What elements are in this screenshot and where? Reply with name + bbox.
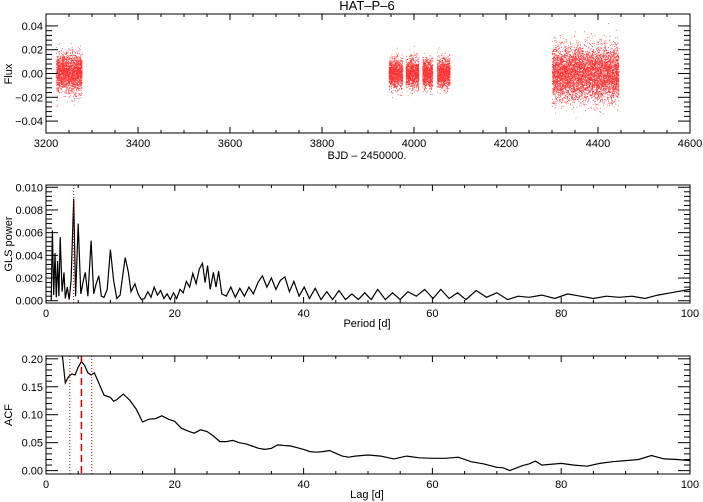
y-tick-label: 0.02 bbox=[22, 45, 43, 57]
y-axis-label-gls: GLS power bbox=[3, 216, 15, 271]
plot-frame bbox=[45, 184, 691, 304]
flux-points-segment-1 bbox=[388, 47, 404, 98]
y-tick-label: 0.10 bbox=[22, 410, 43, 422]
x-tick-label: 0 bbox=[43, 479, 49, 491]
y-tick-label: 0.00 bbox=[22, 466, 43, 478]
y-tick-label: 0.20 bbox=[22, 354, 43, 366]
y-tick-label: 0.15 bbox=[22, 382, 43, 394]
flux-points-segment-4 bbox=[437, 47, 451, 94]
flux-points-segment-3 bbox=[422, 53, 434, 95]
data-layer bbox=[61, 356, 690, 474]
x-tick-label: 100 bbox=[681, 308, 699, 320]
x-tick-label: 80 bbox=[555, 479, 567, 491]
x-tick-label: 3400 bbox=[126, 138, 150, 150]
data-layer bbox=[50, 185, 690, 303]
y-tick-label: 0.05 bbox=[22, 438, 43, 450]
x-axis-label-bjd: BJD – 2450000. bbox=[328, 150, 407, 162]
x-tick-label: 4000 bbox=[402, 138, 426, 150]
flux-points-segment-5 bbox=[552, 17, 620, 119]
x-tick-label: 40 bbox=[297, 479, 309, 491]
plot-frame bbox=[45, 355, 691, 475]
y-tick-label: 0.010 bbox=[15, 182, 43, 194]
x-tick-label: 40 bbox=[297, 308, 309, 320]
x-tick-label: 4200 bbox=[494, 138, 518, 150]
x-tick-label: 60 bbox=[426, 479, 438, 491]
y-tick-label: −0.04 bbox=[15, 116, 43, 128]
x-axis-label-period: Period [d] bbox=[343, 318, 390, 330]
y-tick-label: 0.000 bbox=[15, 296, 43, 308]
acf-panel: 0 20 40 60 80 100 0.00 0.05 0.10 0.15 0.20 bbox=[22, 354, 700, 491]
y-tick-label: 0.04 bbox=[22, 21, 43, 33]
periodogram-panel: 0 20 40 60 80 100 0.000 0.002 0.004 0.006 0.008 0.0… bbox=[15, 182, 699, 320]
x-tick-label: 0 bbox=[43, 308, 49, 320]
y-tick-label: −0.02 bbox=[15, 92, 43, 104]
light-curve-panel: 3200 3400 3600 3800 4000 4200 4400 4600 −0.04 −0.… bbox=[15, 13, 702, 150]
x-tick-label: 3200 bbox=[34, 138, 58, 150]
x-tick-label: 4600 bbox=[678, 138, 702, 150]
x-tick-label: 3800 bbox=[310, 138, 334, 150]
x-tick-label: 80 bbox=[555, 308, 567, 320]
x-tick-label: 20 bbox=[169, 308, 181, 320]
y-tick-label: 0.00 bbox=[22, 69, 43, 81]
data-layer bbox=[56, 17, 620, 119]
x-tick-label: 20 bbox=[169, 479, 181, 491]
x-tick-label: 4400 bbox=[586, 138, 610, 150]
x-axis-label-lag: Lag [d] bbox=[350, 489, 384, 501]
y-axis-label-acf: ACF bbox=[3, 404, 15, 426]
flux-points-segment-2 bbox=[405, 46, 420, 97]
acf-line bbox=[61, 356, 690, 472]
flux-points-segment-0 bbox=[56, 43, 83, 107]
x-tick-label: 100 bbox=[681, 479, 699, 491]
x-tick-label: 60 bbox=[426, 308, 438, 320]
y-tick-label: 0.004 bbox=[15, 250, 43, 262]
y-tick-label: 0.006 bbox=[15, 228, 43, 240]
chart-title: HAT–P–6 bbox=[339, 0, 394, 13]
y-axis-label-flux: Flux bbox=[3, 63, 15, 84]
y-tick-label: 0.002 bbox=[15, 273, 43, 285]
x-tick-label: 3600 bbox=[218, 138, 242, 150]
y-tick-label: 0.008 bbox=[15, 205, 43, 217]
gls-power-line bbox=[50, 198, 690, 301]
